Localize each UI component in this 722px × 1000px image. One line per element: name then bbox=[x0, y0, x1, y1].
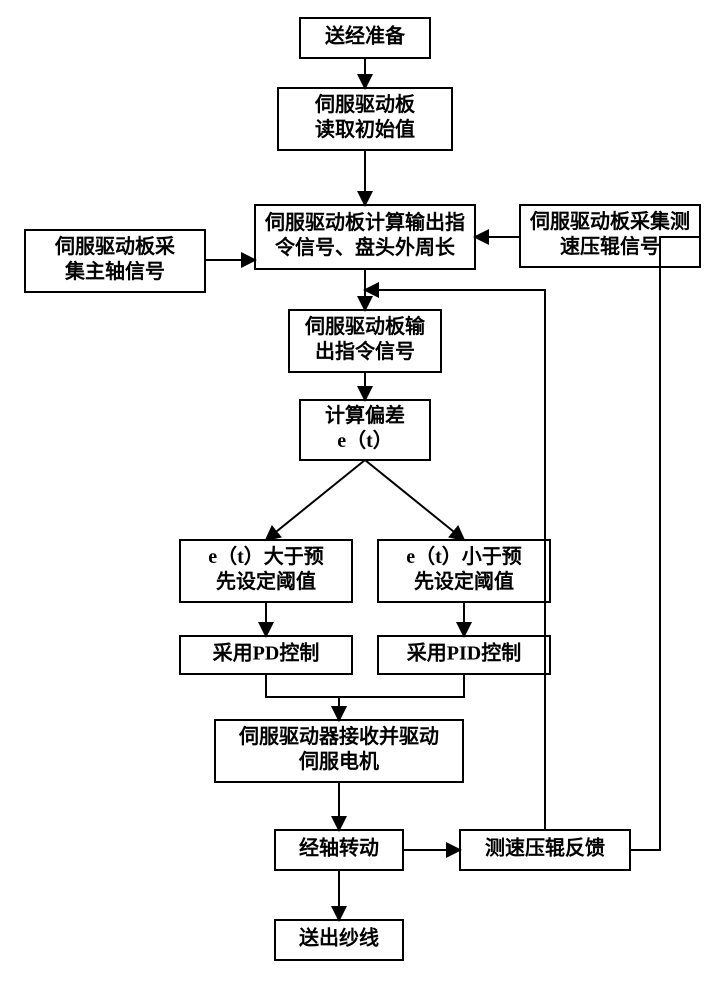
flow-node-text: 读取初始值 bbox=[315, 117, 415, 141]
flow-node-text: e（t）大于预 bbox=[208, 545, 324, 568]
flow-node-n5: 计算偏差e（t） bbox=[300, 400, 430, 460]
flow-node-n4: 伺服驱动板输出指令信号 bbox=[289, 310, 441, 372]
flow-node-n6R: e（t）小于预先设定阈值 bbox=[378, 540, 550, 602]
flow-node-text: 先设定阈值 bbox=[414, 569, 514, 593]
flow-node-n3: 伺服驱动板计算输出指令信号、盘头外周长 bbox=[255, 205, 475, 269]
flow-node-n9R: 测速压辊反馈 bbox=[460, 830, 630, 870]
flow-node-text: 伺服驱动板计算输出指 bbox=[264, 210, 465, 234]
flow-node-n7R: 采用PID控制 bbox=[378, 636, 550, 674]
flow-edge bbox=[266, 460, 365, 540]
flow-node-n2: 伺服驱动板读取初始值 bbox=[278, 88, 452, 150]
flow-node-text: 出指令信号 bbox=[315, 339, 415, 363]
flow-edge bbox=[266, 674, 339, 720]
flow-node-text: 伺服驱动板输 bbox=[304, 314, 426, 338]
flow-node-text: 集主轴信号 bbox=[64, 259, 165, 283]
flow-node-text: 送出纱线 bbox=[299, 926, 379, 950]
flow-node-text: 令信号、盘头外周长 bbox=[275, 235, 456, 259]
flow-node-n9: 经轴转动 bbox=[275, 830, 403, 870]
flow-edge bbox=[339, 674, 464, 720]
flow-node-text: e（t） bbox=[337, 429, 393, 452]
flow-node-text: 经轴转动 bbox=[299, 836, 379, 860]
flow-node-text: 采用PID控制 bbox=[407, 641, 521, 665]
flow-node-n6L: e（t）大于预先设定阈值 bbox=[180, 540, 352, 602]
flow-node-text: 测速压辊反馈 bbox=[485, 836, 605, 860]
flow-node-text: 先设定阈值 bbox=[216, 569, 316, 593]
flow-node-text: 计算偏差 bbox=[325, 403, 405, 427]
flow-node-n8: 伺服驱动器接收并驱动伺服电机 bbox=[215, 720, 463, 782]
flow-edge bbox=[365, 460, 464, 540]
flow-node-n3L: 伺服驱动板采集主轴信号 bbox=[25, 230, 205, 292]
flowchart-canvas: 送经准备伺服驱动板读取初始值伺服驱动板计算输出指令信号、盘头外周长伺服驱动板采集… bbox=[0, 0, 722, 1000]
flow-node-text: 伺服驱动板采集测 bbox=[529, 209, 690, 233]
flow-node-text: 速压辊信号 bbox=[560, 234, 660, 258]
flow-node-n10: 送出纱线 bbox=[275, 920, 403, 960]
flow-node-text: 采用PD控制 bbox=[213, 641, 320, 665]
flow-node-text: 伺服驱动器接收并驱动 bbox=[238, 724, 439, 748]
flow-node-text: 伺服驱动板 bbox=[314, 92, 416, 116]
flow-node-n7L: 采用PD控制 bbox=[180, 636, 352, 674]
flow-node-text: e（t）小于预 bbox=[406, 545, 522, 568]
flow-node-text: 送经准备 bbox=[325, 24, 406, 48]
flow-node-text: 伺服电机 bbox=[298, 749, 379, 773]
flow-node-text: 伺服驱动板采 bbox=[54, 234, 175, 258]
flow-node-n1: 送经准备 bbox=[300, 18, 430, 58]
flow-edge bbox=[630, 237, 700, 850]
